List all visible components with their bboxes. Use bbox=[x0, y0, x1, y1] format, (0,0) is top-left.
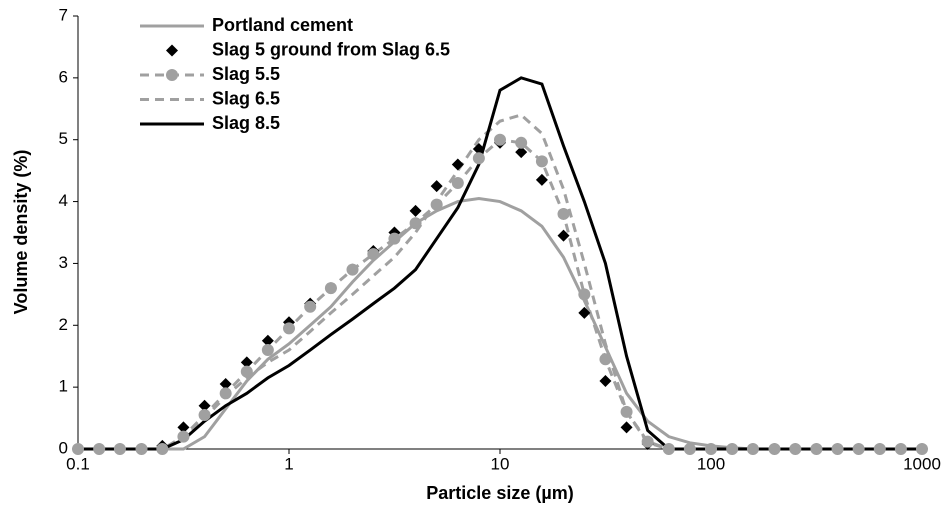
legend-label: Slag 5 ground from Slag 6.5 bbox=[212, 39, 450, 59]
series-line bbox=[78, 76, 922, 451]
data-point bbox=[346, 263, 359, 276]
data-point bbox=[641, 435, 654, 448]
data-point bbox=[535, 173, 548, 186]
data-point bbox=[683, 443, 696, 455]
data-point bbox=[768, 443, 781, 455]
data-point bbox=[662, 443, 675, 455]
data-point bbox=[494, 133, 506, 146]
data-point bbox=[852, 443, 865, 455]
y-axis-label: Volume density (%) bbox=[11, 150, 31, 315]
y-tick-label: 0 bbox=[59, 438, 68, 457]
data-point bbox=[135, 443, 148, 455]
data-point bbox=[535, 155, 548, 168]
data-point bbox=[198, 408, 211, 421]
y-tick-label: 5 bbox=[59, 129, 68, 148]
x-tick-label: 0.1 bbox=[66, 454, 90, 473]
x-axis-label: Particle size (µm) bbox=[426, 483, 573, 503]
data-point bbox=[177, 421, 190, 434]
data-point bbox=[515, 136, 528, 149]
data-point bbox=[620, 405, 633, 418]
legend-label: Slag 6.5 bbox=[212, 88, 280, 108]
data-point bbox=[409, 204, 422, 217]
data-point bbox=[515, 146, 528, 159]
data-point bbox=[557, 229, 570, 242]
x-tick-label: 100 bbox=[697, 454, 725, 473]
data-point bbox=[156, 443, 169, 455]
data-point bbox=[578, 288, 591, 301]
legend-label: Slag 8.5 bbox=[212, 113, 280, 133]
x-tick-label: 10 bbox=[491, 454, 510, 473]
data-point bbox=[472, 152, 485, 165]
data-point bbox=[324, 282, 337, 295]
legend-marker bbox=[166, 69, 178, 81]
data-point bbox=[113, 443, 126, 455]
data-point bbox=[873, 443, 886, 455]
y-tick-label: 1 bbox=[59, 377, 68, 396]
data-point bbox=[705, 443, 717, 455]
x-tick-label: 1000 bbox=[903, 454, 941, 473]
data-point bbox=[599, 353, 612, 366]
data-point bbox=[219, 387, 232, 400]
data-point bbox=[726, 443, 739, 455]
data-point bbox=[283, 322, 295, 335]
data-point bbox=[746, 443, 759, 455]
series-line bbox=[78, 113, 922, 451]
data-point bbox=[810, 443, 823, 455]
x-tick-label: 1 bbox=[284, 454, 293, 473]
data-point bbox=[388, 232, 401, 245]
y-tick-label: 6 bbox=[59, 67, 68, 86]
data-point bbox=[472, 142, 485, 155]
data-point bbox=[177, 430, 190, 443]
data-point bbox=[599, 374, 612, 387]
data-point bbox=[916, 443, 928, 455]
data-point bbox=[261, 334, 274, 347]
data-point bbox=[620, 421, 633, 434]
legend-marker bbox=[166, 44, 178, 57]
data-point bbox=[409, 217, 422, 230]
y-tick-label: 3 bbox=[59, 253, 68, 272]
data-point bbox=[430, 198, 443, 211]
data-point bbox=[240, 365, 253, 378]
data-point bbox=[789, 443, 802, 455]
y-tick-label: 7 bbox=[59, 5, 68, 24]
data-point bbox=[578, 306, 591, 319]
legend-label: Slag 5.5 bbox=[212, 64, 280, 84]
data-point bbox=[894, 443, 907, 455]
legend-label: Portland cement bbox=[212, 15, 353, 35]
data-point bbox=[304, 300, 317, 313]
y-tick-label: 4 bbox=[59, 191, 68, 210]
data-point bbox=[198, 399, 211, 412]
data-point bbox=[219, 378, 232, 391]
y-tick-label: 2 bbox=[59, 315, 68, 334]
data-point bbox=[430, 180, 443, 193]
data-point bbox=[451, 177, 464, 190]
data-point bbox=[451, 158, 464, 171]
data-point bbox=[557, 207, 570, 220]
data-point bbox=[72, 443, 84, 455]
data-point bbox=[261, 344, 274, 357]
data-point bbox=[93, 443, 106, 455]
data-point bbox=[831, 443, 844, 455]
data-point bbox=[240, 356, 253, 369]
data-point bbox=[367, 248, 380, 261]
